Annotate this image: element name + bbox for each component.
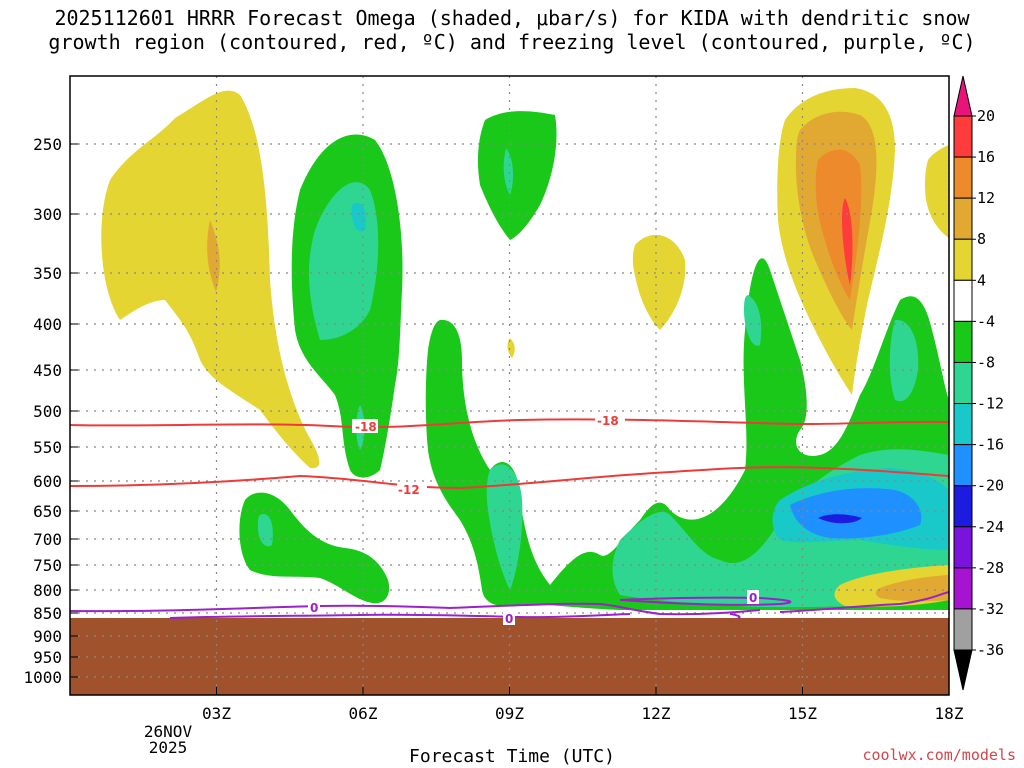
colorbar-segment bbox=[953, 361, 973, 405]
x-axis: 03Z 06Z 09Z 12Z 15Z 18Z bbox=[202, 687, 964, 723]
x-axis-label: Forecast Time (UTC) bbox=[409, 746, 615, 767]
x-tick-label: 15Z bbox=[788, 704, 817, 723]
omega-shading bbox=[101, 88, 949, 610]
colorbar-segment bbox=[953, 320, 973, 363]
title-line-1: 2025112601 HRRR Forecast Omega (shaded, … bbox=[54, 6, 970, 30]
y-axis: 250 300 350 400 450 500 550 600 650 700 750 800 850 9… bbox=[23, 135, 78, 687]
colorbar-label: 4 bbox=[977, 271, 986, 289]
freezing-label-1: 0 bbox=[310, 601, 318, 615]
colorbar-label: -24 bbox=[977, 518, 1004, 536]
colorbar-label: 8 bbox=[977, 230, 986, 248]
colorbar-segment bbox=[953, 485, 973, 528]
y-tick-label: 900 bbox=[33, 627, 62, 646]
omega-ascent-core bbox=[207, 220, 220, 292]
freezing-label-3: 0 bbox=[749, 591, 757, 605]
colorbar-segment bbox=[953, 403, 973, 446]
ground-surface bbox=[70, 618, 949, 695]
colorbar-segment bbox=[953, 526, 973, 569]
freezing-label-2: 0 bbox=[505, 612, 513, 626]
y-tick-label: 750 bbox=[33, 556, 62, 575]
y-tick-label: 550 bbox=[33, 438, 62, 457]
dgz-contour-minus18 bbox=[69, 418, 950, 429]
omega-descent-region-4 bbox=[239, 492, 390, 604]
colorbar-label: -8 bbox=[977, 353, 995, 371]
colorbar: 20 16 12 8 4 -4 -8 -12 -16 -20 -24 -28 -32 -36 bbox=[953, 75, 1004, 691]
y-tick-label: 1000 bbox=[23, 668, 62, 687]
y-tick-label: 400 bbox=[33, 315, 62, 334]
y-tick-label: 600 bbox=[33, 472, 62, 491]
y-tick-label: 350 bbox=[33, 264, 62, 283]
y-tick-label: 300 bbox=[33, 205, 62, 224]
colorbar-label: -32 bbox=[977, 600, 1004, 618]
x-tick-label: 18Z bbox=[935, 704, 964, 723]
colorbar-label: -28 bbox=[977, 559, 1004, 577]
y-tick-label: 700 bbox=[33, 530, 62, 549]
colorbar-label: 20 bbox=[977, 107, 995, 125]
y-tick-label: 450 bbox=[33, 361, 62, 380]
colorbar-label: 12 bbox=[977, 189, 995, 207]
dgz-label-2: -18 bbox=[597, 414, 619, 428]
y-tick-label: 500 bbox=[33, 402, 62, 421]
colorbar-segment bbox=[953, 238, 973, 281]
date-label-year: 2025 bbox=[149, 738, 188, 757]
colorbar-bottom-arrow bbox=[953, 649, 973, 691]
y-tick-label: 250 bbox=[33, 135, 62, 154]
omega-descent-core-3 bbox=[486, 464, 523, 590]
colorbar-segment bbox=[953, 156, 973, 199]
date-label-day: 26NOV bbox=[144, 722, 193, 741]
dgz-label-1: -18 bbox=[355, 420, 377, 434]
colorbar-label: -4 bbox=[977, 312, 995, 330]
y-tick-label: 850 bbox=[33, 604, 62, 623]
colorbar-segment bbox=[953, 567, 973, 610]
y-tick-label: 800 bbox=[33, 581, 62, 600]
freezing-contours: 0 0 0 bbox=[69, 590, 950, 626]
y-tick-label: 650 bbox=[33, 502, 62, 521]
dgz-contours: -18 -18 -12 bbox=[69, 413, 950, 497]
colorbar-segment bbox=[953, 608, 973, 651]
colorbar-segment bbox=[953, 444, 973, 487]
credit-text[interactable]: coolwx.com/models bbox=[862, 746, 1016, 764]
dgz-label-3: -12 bbox=[398, 483, 420, 497]
colorbar-segment bbox=[953, 279, 973, 322]
colorbar-label: -12 bbox=[977, 395, 1004, 413]
freezing-contour-0 bbox=[69, 602, 761, 616]
x-tick-label: 06Z bbox=[349, 704, 378, 723]
y-tick-label: 950 bbox=[33, 648, 62, 667]
colorbar-segment bbox=[953, 115, 973, 158]
colorbar-top-arrow bbox=[953, 75, 973, 117]
dgz-contour-minus12 bbox=[69, 466, 950, 490]
x-tick-label: 03Z bbox=[202, 704, 231, 723]
colorbar-label: -36 bbox=[977, 641, 1004, 659]
x-tick-label: 09Z bbox=[495, 704, 524, 723]
colorbar-segment bbox=[953, 197, 973, 240]
colorbar-label: -20 bbox=[977, 477, 1004, 495]
omega-descent-region-2 bbox=[477, 111, 557, 241]
colorbar-label: -16 bbox=[977, 436, 1004, 454]
x-tick-label: 12Z bbox=[642, 704, 671, 723]
chart-title: 2025112601 HRRR Forecast Omega (shaded, … bbox=[0, 6, 1024, 54]
colorbar-label: 16 bbox=[977, 148, 995, 166]
omega-ascent-region bbox=[101, 90, 320, 469]
title-line-2: growth region (contoured, red, ºC) and f… bbox=[48, 30, 976, 54]
